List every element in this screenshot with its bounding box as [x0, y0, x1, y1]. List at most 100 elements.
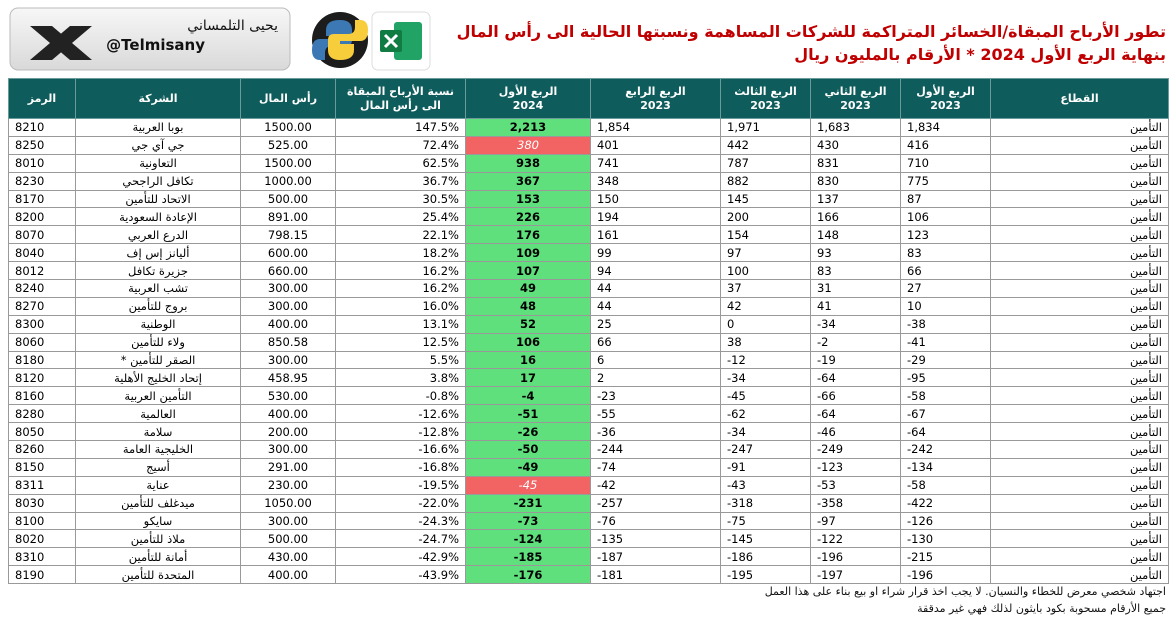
table-cell: -19.5% [335, 475, 466, 495]
table-cell: 166 [810, 207, 901, 227]
table-cell: -134 [900, 457, 991, 477]
table-row: التأمين -196 -197 -195 -181 -176 -43.9% 400.00 ا… [8, 565, 1169, 585]
table-cell: 600.00 [240, 243, 336, 263]
highlight-cell: -51 [465, 404, 591, 424]
table-cell: الإعادة السعودية [75, 207, 241, 227]
highlight-cell: 367 [465, 171, 591, 191]
column-header: الشركة [75, 78, 241, 119]
branding: يحيى التلمساني @Telmisany [9, 7, 431, 71]
column-header: الربع الثالث 2023 [720, 78, 811, 119]
table-row: التأمين -126 -97 -75 -76 -73 -24.3% 300.00 سايكو… [8, 511, 1169, 531]
table-cell: 8180 [8, 350, 76, 370]
table-cell: 41 [810, 296, 901, 316]
table-cell: 8010 [8, 153, 76, 173]
table-cell: 8310 [8, 547, 76, 567]
python-icon [328, 20, 368, 60]
table-cell: 16.0% [335, 296, 466, 316]
table-cell: -42 [590, 475, 721, 495]
table-cell: التأمين [990, 189, 1169, 209]
table-cell: التعاونية [75, 153, 241, 173]
table-cell: -46 [810, 422, 901, 442]
table-cell: 850.58 [240, 332, 336, 352]
table-cell: -196 [900, 565, 991, 585]
table-cell: -29 [900, 350, 991, 370]
table-cell: 13.1% [335, 314, 466, 334]
table-cell: 230.00 [240, 475, 336, 495]
table-cell: 66 [590, 332, 721, 352]
table-cell: 530.00 [240, 386, 336, 406]
author: يحيى التلمساني [187, 18, 278, 34]
table-cell: التأمين [990, 493, 1169, 513]
table-cell: ملاذ للتأمين [75, 529, 241, 549]
header-line: 2023 [930, 98, 961, 112]
table-cell: التأمين [990, 547, 1169, 567]
table-cell: سلامة [75, 422, 241, 442]
table-cell: 106 [900, 207, 991, 227]
header-line: الربع الأول [916, 84, 975, 98]
table-cell: 525.00 [240, 135, 336, 155]
table-cell: -24.7% [335, 529, 466, 549]
highlight-cell: 153 [465, 189, 591, 209]
table-cell: 72.4% [335, 135, 466, 155]
table-cell: -145 [720, 529, 811, 549]
table-cell: 1500.00 [240, 153, 336, 173]
highlight-cell: 176 [465, 225, 591, 245]
table-cell: 400.00 [240, 404, 336, 424]
table-cell: -249 [810, 440, 901, 459]
table-cell: -135 [590, 529, 721, 549]
table-cell: -55 [590, 404, 721, 424]
header-line: 2023 [750, 98, 781, 112]
table-row: التأمين 106 166 200 194 226 25.4% 891.00 الإعادة… [8, 207, 1169, 227]
table-cell: -247 [720, 440, 811, 459]
table-cell: 93 [810, 243, 901, 263]
table-cell: 25.4% [335, 207, 466, 227]
table-cell: 741 [590, 153, 721, 173]
table-cell: التأمين [990, 350, 1169, 370]
header-line: نسبة الأرباح المبقاة [347, 84, 454, 98]
table-cell: 8250 [8, 135, 76, 155]
table-cell: التأمين [990, 118, 1169, 137]
highlight-cell: 48 [465, 296, 591, 316]
table-cell: 348 [590, 171, 721, 191]
table-cell: التأمين [990, 422, 1169, 442]
table-cell: الصقر للتأمين * [75, 350, 241, 370]
header-line: الربع الرابع [625, 84, 686, 98]
table-cell: -34 [720, 422, 811, 442]
header-line: الرمز [27, 91, 57, 105]
table-cell: 830 [810, 171, 901, 191]
table-cell: جي آي جي [75, 135, 241, 155]
table-cell: -23 [590, 386, 721, 406]
table-cell: 154 [720, 225, 811, 245]
table-cell: 16.2% [335, 261, 466, 281]
table-cell: 83 [900, 243, 991, 263]
table-cell: 8280 [8, 404, 76, 424]
highlight-cell: 52 [465, 314, 591, 334]
table: القطاع الربع الأول 2023 الربع الثاني 2023 الر… [8, 78, 1169, 585]
table-cell: عناية [75, 475, 241, 495]
table-cell: 400.00 [240, 314, 336, 334]
table-cell: -34 [720, 368, 811, 388]
table-cell: -66 [810, 386, 901, 406]
table-cell: التأمين [990, 332, 1169, 352]
table-cell: -64 [810, 404, 901, 424]
table-cell: 8150 [8, 457, 76, 477]
table-cell: 775 [900, 171, 991, 191]
table-cell: 8120 [8, 368, 76, 388]
table-cell: التأمين [990, 135, 1169, 155]
table-cell: التأمين [990, 171, 1169, 191]
header-line: الربع الثالث [734, 84, 797, 98]
table-cell: التأمين [990, 296, 1169, 316]
table-cell: 798.15 [240, 225, 336, 245]
table-cell: 5.5% [335, 350, 466, 370]
table-cell: 25 [590, 314, 721, 334]
table-cell: -64 [900, 422, 991, 442]
table-cell: 38 [720, 332, 811, 352]
table-row: التأمين -422 -358 -318 -257 -231 -22.0% 1050.00… [8, 493, 1169, 513]
table-cell: 891.00 [240, 207, 336, 227]
table-cell: 8100 [8, 511, 76, 531]
table-cell: 500.00 [240, 189, 336, 209]
table-cell: -53 [810, 475, 901, 495]
table-row: التأمين 775 830 882 348 367 36.7% 1000.00 تكافل … [8, 171, 1169, 191]
table-cell: 200.00 [240, 422, 336, 442]
